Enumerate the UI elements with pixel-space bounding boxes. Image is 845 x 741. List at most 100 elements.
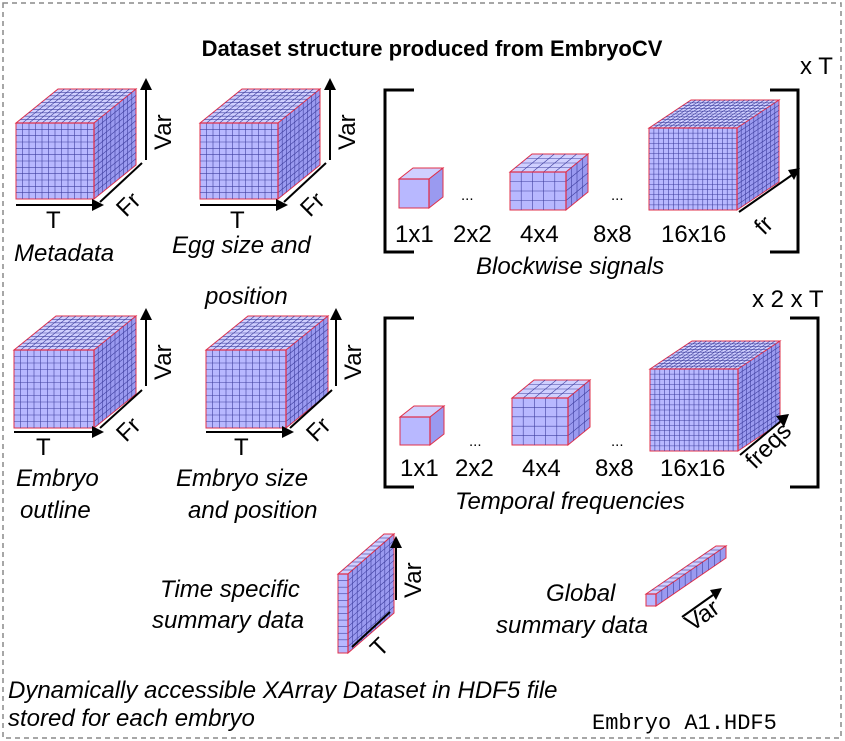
outline-t-label: T	[36, 434, 51, 461]
footer-line-2: stored for each embryo	[8, 705, 255, 732]
blockwise-label: Blockwise signals	[476, 253, 664, 280]
blockwise-fr-axis	[738, 174, 793, 213]
outline-fr-axis	[99, 389, 143, 429]
temporal-ellipsis-2: ...	[611, 433, 624, 450]
temporal-cube-1x1	[398, 404, 446, 447]
size-label-line-1: Embryo size	[176, 465, 308, 492]
global-summary-bar-grid	[651, 549, 721, 602]
temporal-left-bracket	[383, 316, 414, 489]
time-specific-t-axis	[351, 611, 391, 648]
size-fr-axis	[289, 389, 333, 429]
metadata-var-arrowhead	[140, 78, 152, 90]
blockwise-fr-arrowhead	[788, 168, 800, 180]
embryo-size-cube-grid	[206, 315, 329, 428]
metadata-t-arrowhead	[92, 199, 104, 211]
metadata-label: Metadata	[14, 240, 114, 267]
blockwise-size-1x1: 1x1	[395, 221, 434, 248]
size-var-arrowhead	[330, 308, 342, 320]
size-fr-label: Fr	[301, 412, 336, 447]
egg-label-line-1: Egg size and	[172, 232, 311, 259]
blockwise-size-16x16: 16x16	[661, 221, 726, 248]
time-specific-var-label: Var	[400, 562, 427, 598]
outline-var-arrowhead	[140, 308, 152, 320]
global-summary-bar	[644, 545, 728, 607]
temporal-cube-4x4-grid	[512, 379, 591, 445]
diagram-title: Dataset structure produced from EmbryoCV	[202, 36, 663, 61]
temporal-size-4x4: 4x4	[522, 455, 561, 482]
global-label-line-2: summary data	[496, 612, 648, 639]
blockwise-size-8x8: 8x8	[593, 221, 632, 248]
egg-size-cube-grid	[200, 88, 321, 199]
size-t-arrowhead	[282, 426, 294, 438]
egg-fr-label: Fr	[295, 187, 330, 222]
embryo-size-cube	[204, 314, 330, 430]
time-specific-slab	[336, 532, 396, 655]
egg-var-label: Var	[334, 114, 361, 150]
time-specific-label-line-1: Time specific	[160, 576, 300, 603]
blockwise-size-4x4: 4x4	[520, 221, 559, 248]
blockwise-multiplier: x T	[800, 53, 833, 80]
global-summary-group: Var Global summary data	[496, 580, 725, 639]
blockwise-cube-4x4-grid	[510, 153, 589, 210]
metadata-var-label: Var	[150, 114, 177, 150]
outline-t-arrowhead	[92, 426, 104, 438]
temporal-cube-4x4-front-face	[511, 397, 569, 446]
temporal-cube-4x4	[510, 378, 592, 447]
metadata-cube	[14, 87, 138, 201]
blockwise-cube-16x16-grid	[649, 99, 780, 210]
temporal-cube-16x16-grid	[650, 340, 781, 451]
egg-label-line-2: position	[204, 283, 288, 310]
temporal-size-1x1: 1x1	[400, 455, 439, 482]
egg-t-arrowhead	[276, 199, 288, 211]
temporal-right-bracket	[790, 316, 820, 489]
outline-var-label: Var	[150, 344, 177, 380]
global-var-axis	[681, 594, 714, 618]
time-specific-slab-grid	[338, 537, 395, 649]
egg-size-cube-group: T Var Fr Egg size and position	[172, 78, 361, 310]
blockwise-ellipsis-1: ...	[461, 187, 474, 204]
temporal-multiplier: x 2 x T	[752, 286, 824, 313]
blockwise-signals-group: x T 1x1 2x2 4x4 8x8 16x16 ... ... fr Blo…	[383, 53, 833, 280]
temporal-size-2x2: 2x2	[455, 455, 494, 482]
embryo-size-cube-group: T Var Fr Embryo size and position	[176, 308, 367, 524]
metadata-cube-grid	[16, 88, 137, 199]
temporal-size-8x8: 8x8	[595, 455, 634, 482]
egg-t-label: T	[230, 207, 245, 234]
metadata-fr-axis	[99, 162, 143, 203]
time-specific-t-label: T	[365, 633, 395, 663]
blockwise-cube-1x1-front-face	[398, 178, 430, 209]
outline-cube-grid	[14, 315, 137, 428]
time-specific-group: Var T Time specific summary data	[152, 536, 427, 662]
blockwise-cube-16x16	[647, 99, 781, 211]
egg-var-arrowhead	[324, 78, 336, 90]
global-summary-bar-front-face	[645, 593, 657, 607]
temporal-cube-1x1-front-face	[399, 416, 431, 446]
size-label-line-2: and position	[188, 497, 317, 524]
cubes-layer	[12, 87, 782, 655]
egg-size-cube	[198, 87, 322, 201]
outline-label-line-1: Embryo	[16, 465, 99, 492]
temporal-freqs-arrowhead	[776, 414, 789, 427]
temporal-size-16x16: 16x16	[660, 455, 725, 482]
temporal-cube-16x16	[648, 340, 782, 452]
global-var-label: Var	[680, 594, 725, 637]
time-specific-label-line-2: summary data	[152, 607, 304, 634]
metadata-fr-label: Fr	[111, 187, 146, 222]
global-var-arrowhead	[710, 588, 722, 600]
outline-fr-label: Fr	[111, 412, 146, 447]
global-label-line-1: Global	[546, 580, 616, 607]
size-t-label: T	[234, 434, 249, 461]
blockwise-left-bracket	[383, 88, 414, 254]
blockwise-fr-label: fr	[749, 211, 778, 240]
blockwise-ellipsis-2: ...	[611, 187, 624, 204]
blockwise-cube-4x4	[508, 152, 590, 212]
outline-cube	[12, 314, 138, 430]
time-specific-var-arrowhead	[390, 536, 402, 548]
size-var-label: Var	[340, 344, 367, 380]
temporal-ellipsis-1: ...	[469, 433, 482, 450]
blockwise-cube-1x1	[397, 166, 445, 210]
temporal-label: Temporal frequencies	[455, 488, 685, 515]
outline-label-line-2: outline	[20, 497, 91, 524]
